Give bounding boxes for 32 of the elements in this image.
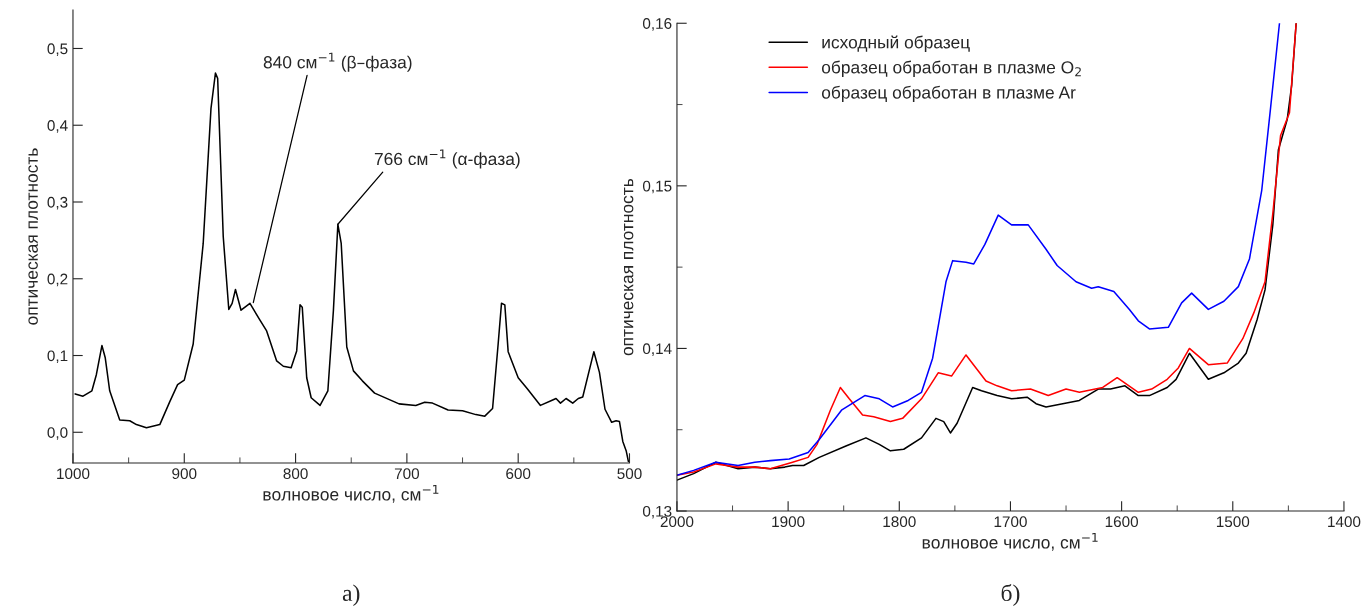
y-tick-label: 0,5 (47, 43, 68, 56)
annotation: 766 см$^{−1}$ (α-фаза) (374, 149, 520, 169)
x-tick-label: 1400 (1328, 516, 1361, 528)
x-axis-title: волновое число, см$^{−1}$ (263, 484, 439, 503)
y-tick-label: 0,2 (47, 273, 68, 287)
legend-label: образец обработан в плазме Ar (821, 85, 1076, 103)
text: б) (1001, 583, 1020, 606)
y-tick-label: 0,14 (642, 343, 672, 356)
x-tick-label: 600 (506, 468, 531, 480)
y-axis-title: оптическая плотность (623, 178, 634, 356)
text: а) (342, 584, 360, 606)
y-tick-label: 0,15 (642, 180, 672, 194)
y-tick-label: 0,3 (47, 196, 68, 210)
x-axis-title: волновое число, см$^{−1}$ (922, 532, 1098, 551)
x-tick-label: 800 (283, 468, 308, 480)
x-tick-label: 1000 (57, 468, 90, 480)
x-tick-label: 500 (617, 468, 642, 480)
x-tick-label: 1500 (1216, 516, 1250, 528)
y-tick-label: 0,16 (642, 18, 672, 31)
legend-label: образец обработан в плазме O$_{2}$ (821, 60, 1081, 77)
y-axis-title: оптическая плотность (28, 148, 38, 325)
x-tick-label: 1800 (883, 516, 916, 528)
y-tick-label: 0,1 (47, 350, 68, 364)
annotation: 840 см$^{−1}$ (β–фаза) (263, 52, 412, 72)
x-tick-label: 1900 (772, 516, 805, 528)
x-tick-label: 1700 (994, 516, 1027, 528)
x-tick-label: 700 (394, 468, 420, 480)
x-tick-label: 900 (172, 468, 197, 480)
legend-label: исходный образец (822, 35, 970, 52)
y-tick-label: 0,4 (47, 120, 68, 133)
x-tick-label: 1600 (1105, 516, 1139, 528)
y-tick-label: 0,0 (47, 427, 68, 440)
